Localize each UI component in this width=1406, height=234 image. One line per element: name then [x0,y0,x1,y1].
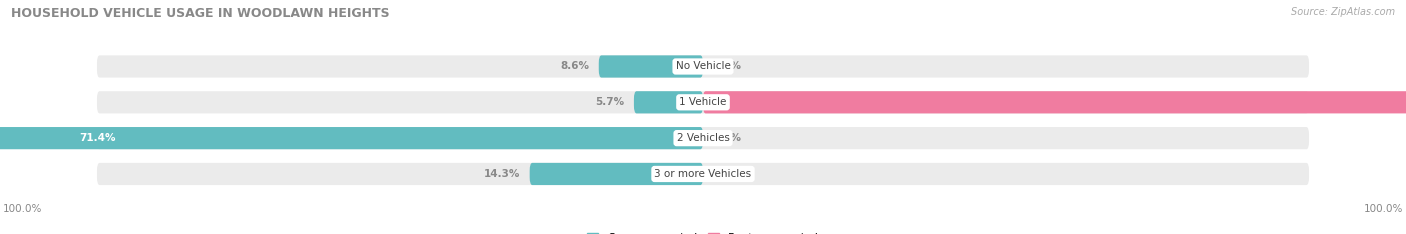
FancyBboxPatch shape [599,55,703,78]
Text: Source: ZipAtlas.com: Source: ZipAtlas.com [1291,7,1395,17]
Text: 71.4%: 71.4% [79,133,115,143]
Text: 5.7%: 5.7% [595,97,624,107]
Text: 2 Vehicles: 2 Vehicles [676,133,730,143]
Text: 1 Vehicle: 1 Vehicle [679,97,727,107]
Text: HOUSEHOLD VEHICLE USAGE IN WOODLAWN HEIGHTS: HOUSEHOLD VEHICLE USAGE IN WOODLAWN HEIG… [11,7,389,20]
FancyBboxPatch shape [97,55,1309,78]
Text: 8.6%: 8.6% [560,62,589,71]
Text: 14.3%: 14.3% [484,169,520,179]
FancyBboxPatch shape [97,127,1309,149]
Legend: Owner-occupied, Renter-occupied: Owner-occupied, Renter-occupied [586,233,820,234]
FancyBboxPatch shape [0,127,703,149]
Text: 0.0%: 0.0% [713,169,742,179]
Text: 0.0%: 0.0% [713,62,742,71]
Text: 0.0%: 0.0% [713,133,742,143]
Text: No Vehicle: No Vehicle [675,62,731,71]
FancyBboxPatch shape [634,91,703,113]
Text: 100.0%: 100.0% [1364,205,1403,214]
FancyBboxPatch shape [97,91,1309,113]
Text: 3 or more Vehicles: 3 or more Vehicles [654,169,752,179]
FancyBboxPatch shape [703,91,1406,113]
FancyBboxPatch shape [530,163,703,185]
Text: 100.0%: 100.0% [3,205,42,214]
FancyBboxPatch shape [97,163,1309,185]
